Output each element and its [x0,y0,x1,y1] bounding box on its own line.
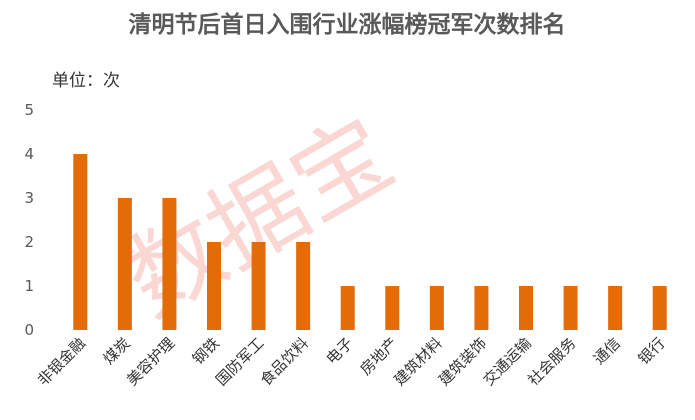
x-tick-label: 建筑材料 [391,334,446,389]
bar [608,286,623,330]
x-tick-label: 电子 [323,334,357,368]
x-tick-label: 社会服务 [524,334,579,389]
y-tick-label: 4 [24,145,34,163]
bar [73,154,88,330]
y-tick-label: 5 [24,101,34,119]
x-tick-label: 银行 [635,334,669,368]
y-tick-label: 0 [24,321,34,339]
bar [519,286,533,330]
y-axis: 0 1 2 3 4 5 [24,101,34,339]
y-tick-label: 3 [24,189,34,207]
bar [385,286,400,330]
chart-title: 清明节后首日入围行业涨幅榜冠军次数排名 [129,11,566,38]
x-tick-label: 煤炭 [100,334,134,368]
bar [251,242,266,330]
x-tick-label: 建筑装饰 [435,334,490,389]
y-tick-label: 1 [24,277,34,295]
bar [296,242,311,330]
bar [207,242,221,330]
bar [474,286,489,330]
x-tick-label: 钢铁 [189,334,223,368]
x-tick-label: 交通运输 [480,334,535,389]
bar [652,286,667,330]
x-tick-label: 食品饮料 [257,334,312,389]
x-tick-label: 美容护理 [123,334,178,389]
bar [429,286,444,330]
bar [340,286,355,330]
x-tick-label: 通信 [590,334,624,368]
bar [117,198,132,330]
bar [563,286,578,330]
x-tick-label: 国防军工 [212,334,267,389]
y-tick-label: 2 [24,233,34,251]
bar [162,198,177,330]
bars [73,154,667,330]
x-tick-label: 非银金融 [34,334,89,389]
unit-label: 单位：次 [52,71,120,91]
